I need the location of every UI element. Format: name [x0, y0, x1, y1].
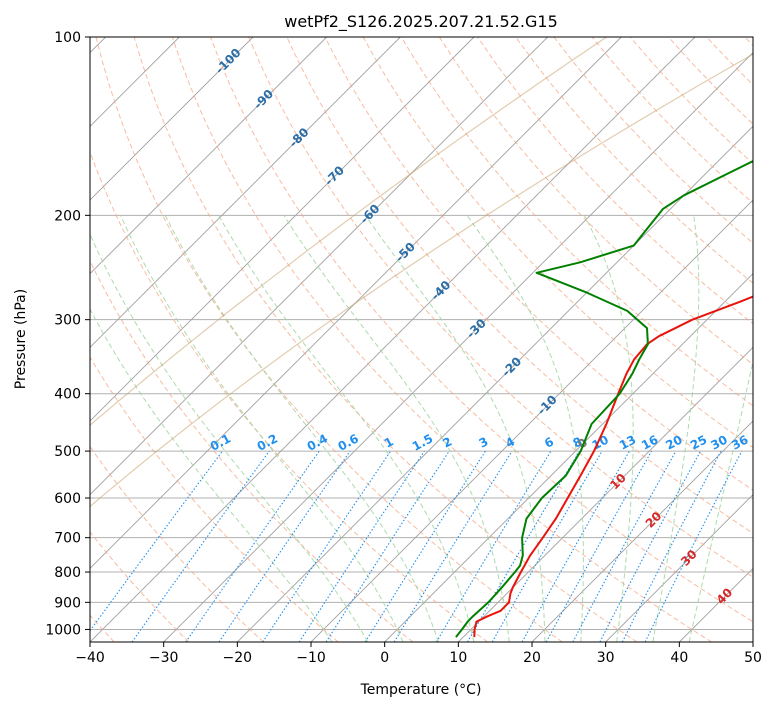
x-tick-label: 50	[744, 650, 762, 666]
y-tick-label: 700	[54, 531, 81, 547]
x-tick-label: 40	[670, 650, 688, 666]
x-tick-label: 20	[523, 650, 541, 666]
y-axis-label: Pressure (hPa)	[13, 289, 29, 389]
x-tick-label: −10	[296, 650, 326, 666]
x-axis-label: Temperature (°C)	[360, 682, 482, 698]
y-tick-label: 400	[54, 387, 81, 403]
y-tick-label: 500	[54, 444, 81, 460]
y-tick-label: 1000	[45, 622, 81, 638]
y-tick-label: 100	[54, 30, 81, 46]
x-tick-label: −30	[149, 650, 179, 666]
x-tick-label: 10	[449, 650, 467, 666]
chart-title: wetPf2_S126.2025.207.21.52.G15	[284, 12, 558, 32]
x-tick-label: −20	[223, 650, 253, 666]
y-tick-label: 600	[54, 491, 81, 507]
y-tick-label: 300	[54, 313, 81, 329]
x-tick-label: 0	[380, 650, 389, 666]
x-tick-label: 30	[597, 650, 615, 666]
x-tick-label: −40	[75, 650, 105, 666]
y-tick-label: 900	[54, 595, 81, 611]
y-tick-label: 800	[54, 565, 81, 581]
y-tick-label: 200	[54, 208, 81, 224]
